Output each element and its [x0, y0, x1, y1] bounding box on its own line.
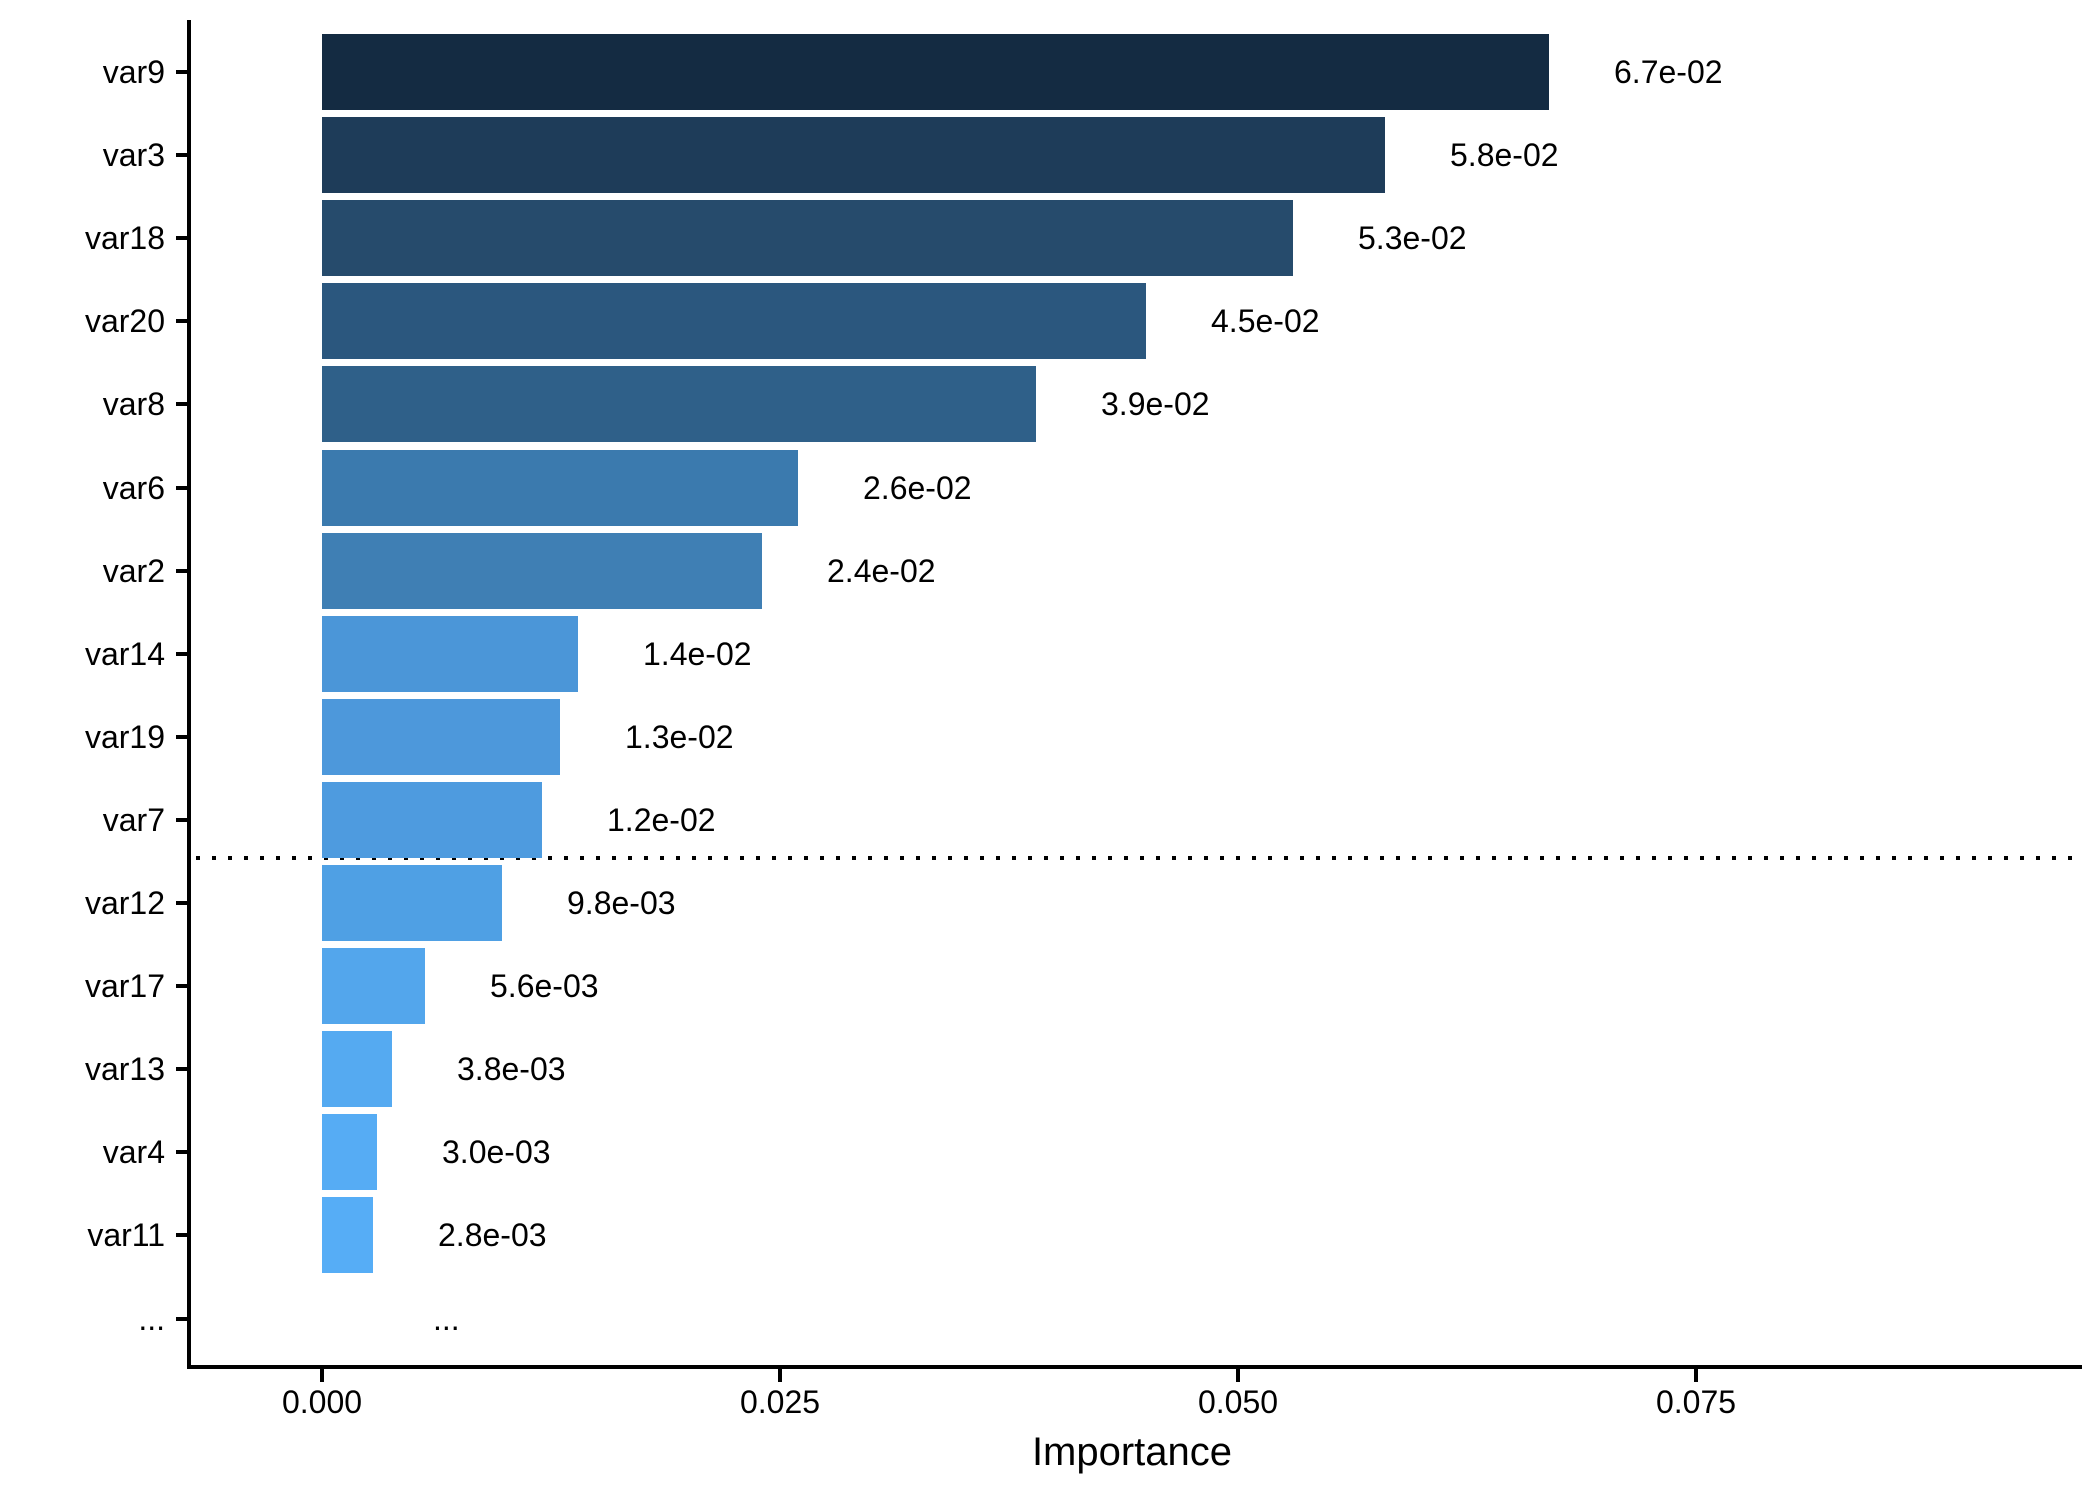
bar: [322, 449, 798, 526]
value-label: 2.4e-02: [827, 552, 936, 589]
value-label: 2.6e-02: [863, 469, 972, 506]
y-axis-label: var2: [102, 552, 165, 589]
y-tick: [176, 651, 187, 656]
value-label: 2.8e-03: [438, 1217, 547, 1254]
x-axis-line: [187, 1365, 2082, 1369]
x-tick-label: 0.025: [739, 1384, 821, 1420]
y-tick: [176, 153, 187, 158]
y-tick: [176, 568, 187, 573]
x-tick-label: 0.075: [1655, 1384, 1737, 1420]
y-axis-label: var9: [102, 54, 165, 90]
value-label: 3.0e-03: [442, 1134, 551, 1171]
y-tick: [176, 485, 187, 490]
bar: [322, 1031, 392, 1108]
bar: [322, 698, 560, 775]
y-axis-label: var4: [102, 1134, 165, 1171]
bar: [322, 1114, 377, 1191]
value-label: 1.4e-02: [643, 635, 752, 672]
x-tick: [1236, 1369, 1240, 1382]
y-tick: [176, 817, 187, 822]
y-axis-line: [187, 20, 191, 1369]
bar: [322, 948, 425, 1025]
value-label: 5.8e-02: [1450, 137, 1559, 174]
y-axis-label: var14: [84, 635, 165, 672]
y-axis-label: var17: [84, 968, 165, 1005]
value-label: 9.8e-03: [567, 885, 676, 921]
y-axis-label: var13: [84, 1051, 165, 1088]
y-axis-label: var6: [102, 469, 165, 506]
y-tick: [176, 236, 187, 241]
value-label-ellipsis: ...: [433, 1300, 460, 1337]
y-axis-label: var7: [102, 801, 165, 838]
y-tick: [176, 1316, 187, 1321]
y-axis-label: ...: [138, 1300, 165, 1337]
x-tick: [1694, 1369, 1698, 1382]
y-axis-label: var18: [84, 220, 165, 257]
bar: [322, 283, 1146, 360]
value-label: 1.2e-02: [607, 801, 716, 838]
y-tick: [176, 402, 187, 407]
bar: [322, 615, 578, 692]
y-axis-label: var12: [84, 885, 165, 921]
bar: [322, 117, 1385, 194]
y-tick: [176, 319, 187, 324]
value-label: 6.7e-02: [1614, 54, 1723, 90]
bar: [322, 532, 762, 609]
value-label: 5.3e-02: [1358, 220, 1467, 257]
x-axis-title: Importance: [1031, 1430, 1233, 1474]
y-axis-label: var20: [84, 303, 165, 340]
y-tick: [176, 1150, 187, 1155]
x-tick-label: 0.050: [1197, 1384, 1279, 1420]
x-tick-label: 0.000: [281, 1384, 363, 1420]
value-label: 3.8e-03: [457, 1051, 566, 1088]
y-tick: [176, 70, 187, 74]
value-label: 4.5e-02: [1211, 303, 1320, 340]
x-tick: [778, 1369, 782, 1382]
bar: [322, 34, 1549, 110]
y-axis-label: var11: [87, 1217, 165, 1254]
value-label: 1.3e-02: [625, 718, 734, 755]
y-tick: [176, 734, 187, 739]
y-tick: [176, 984, 187, 989]
cutoff-dotted-line: [196, 856, 2080, 860]
x-tick: [320, 1369, 324, 1382]
bar: [322, 200, 1293, 277]
bar: [322, 865, 502, 941]
y-tick: [176, 1067, 187, 1072]
bar: [322, 366, 1036, 443]
bar: [322, 1197, 373, 1274]
y-axis-label: var8: [102, 386, 165, 423]
y-axis-label: var3: [102, 137, 165, 174]
value-label: 3.9e-02: [1101, 386, 1210, 423]
y-axis-label: var19: [84, 718, 165, 755]
y-tick: [176, 1233, 187, 1238]
bar: [322, 781, 542, 858]
y-tick: [176, 901, 187, 905]
value-label: 5.6e-03: [490, 968, 599, 1005]
